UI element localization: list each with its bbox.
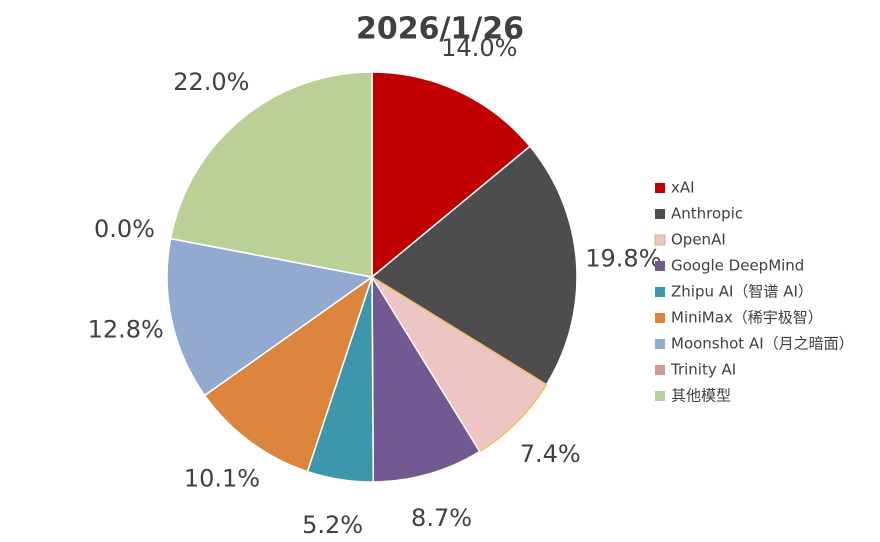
legend-label: OpenAI <box>671 231 726 249</box>
legend-swatch <box>654 234 666 246</box>
pie-slice <box>371 71 532 279</box>
legend-swatch <box>655 183 665 193</box>
data-label: 5.2% <box>302 511 363 539</box>
legend-label: 其他模型 <box>671 387 731 405</box>
data-label: 10.1% <box>184 464 260 492</box>
pie-slice <box>166 237 374 397</box>
legend-label: Moonshot AI（月之暗面） <box>671 335 854 353</box>
data-label: 0.0% <box>94 215 155 243</box>
legend-label: Trinity AI <box>670 361 736 379</box>
data-label: 8.7% <box>411 504 472 532</box>
pie-slice <box>203 275 374 473</box>
legend-label: Zhipu AI（智谱 AI） <box>671 283 813 301</box>
legend-swatch <box>655 209 665 219</box>
pie-slice <box>370 145 578 386</box>
chart-title: 2026/1/26 <box>356 12 524 47</box>
data-label: 14.0% <box>441 34 517 62</box>
legend-swatch <box>655 261 665 271</box>
data-label: 22.0% <box>173 68 249 96</box>
legend-swatch <box>655 391 665 401</box>
legend-swatch <box>655 365 665 375</box>
legend-swatch <box>655 287 665 297</box>
legend-label: Anthropic <box>671 205 743 223</box>
legend-swatch <box>655 339 665 349</box>
legend-label: MiniMax（稀宇极智） <box>671 309 823 327</box>
data-label: 7.4% <box>520 440 581 468</box>
data-label: 19.8% <box>585 245 661 273</box>
pie-slice <box>371 274 481 483</box>
legend-swatch <box>655 313 665 323</box>
legend-label: xAI <box>671 179 695 197</box>
legend-label: Google DeepMind <box>671 257 804 275</box>
pie-slice <box>169 71 373 278</box>
data-label: 12.8% <box>88 315 164 343</box>
